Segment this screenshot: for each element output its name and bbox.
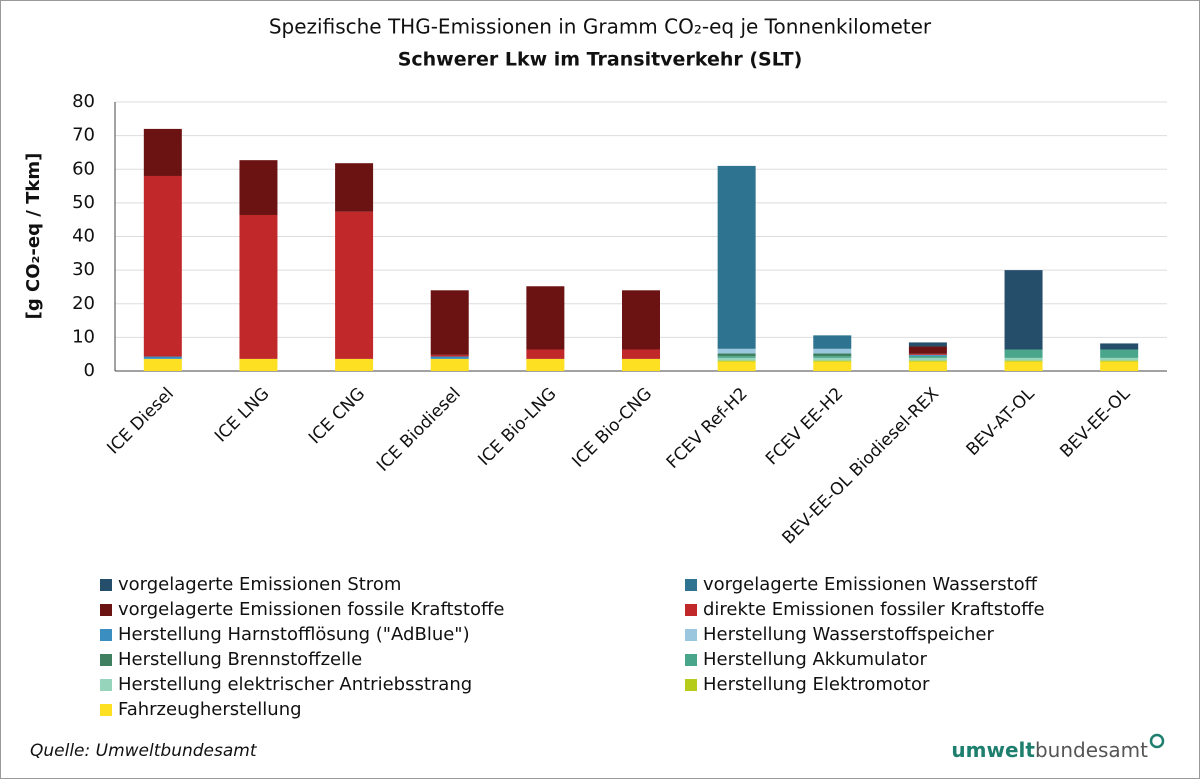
bar-segment — [908, 353, 947, 355]
chart-subtitle: Schwerer Lkw im Transitverkehr (SLT) — [398, 49, 803, 71]
legend-label: Herstellung Wasserstoffspeicher — [703, 624, 995, 645]
bar-segment — [813, 348, 852, 354]
chart-title: Spezifische THG-Emissionen in Gramm CO₂-… — [269, 15, 932, 39]
bar-segment — [1100, 349, 1139, 358]
bar-segment — [143, 128, 182, 176]
bar-segment — [717, 356, 756, 358]
legend-swatch — [100, 579, 112, 591]
legend-swatch — [685, 604, 697, 616]
legend-swatch — [100, 704, 112, 716]
y-tick-label: 40 — [72, 226, 95, 247]
legend-label: Herstellung Akkumulator — [703, 649, 928, 670]
bar-segment — [813, 335, 852, 349]
bar-segment — [622, 290, 660, 350]
bar-segment — [813, 353, 852, 357]
bar-segment — [526, 286, 565, 350]
y-tick-label: 60 — [72, 158, 95, 179]
logo-part: umwelt — [951, 738, 1035, 762]
logo-icon — [1149, 733, 1165, 749]
legend-label: Herstellung Elektromotor — [703, 674, 930, 695]
legend-swatch — [100, 679, 112, 691]
legend-swatch — [100, 604, 112, 616]
legend-swatch — [685, 579, 697, 591]
bar-segment — [1100, 357, 1139, 361]
legend-label: vorgelagerte Emissionen Wasserstoff — [703, 574, 1038, 595]
bar-segment — [1100, 361, 1139, 371]
bar-segment — [430, 354, 469, 357]
bar-segment — [526, 349, 565, 359]
bar-segment — [239, 160, 278, 215]
bar-segment — [813, 356, 852, 358]
bar-segment — [526, 358, 565, 371]
legend-label: Herstellung Harnstofflösung ("AdBlue") — [118, 624, 470, 645]
bar-segment — [1004, 360, 1043, 362]
bar-segment — [1100, 343, 1139, 350]
bar-segment — [335, 211, 374, 359]
bar-segment — [813, 357, 852, 361]
bar-segment — [239, 214, 278, 359]
bar-segment — [908, 342, 947, 347]
bar-segment — [908, 346, 947, 354]
y-tick-label: 80 — [72, 91, 95, 112]
bar-segment — [1004, 270, 1043, 350]
legend-label: vorgelagerte Emissionen Strom — [118, 574, 401, 595]
bar-segment — [717, 165, 756, 349]
bar-segment — [908, 361, 947, 371]
logo-part: bundesamt — [1035, 738, 1148, 762]
bar-segment — [1004, 361, 1043, 371]
bar-segment — [143, 175, 182, 357]
y-tick-label: 20 — [72, 293, 95, 314]
bar-segment — [1004, 349, 1043, 358]
legend-swatch — [100, 654, 112, 666]
y-tick-label: 70 — [72, 125, 95, 146]
bar-segment — [813, 361, 852, 371]
legend-label: Fahrzeugherstellung — [118, 699, 302, 720]
bar-segment — [717, 361, 756, 371]
bar-segment — [239, 358, 278, 371]
bar-segment — [335, 358, 374, 371]
legend-label: vorgelagerte Emissionen fossile Kraftsto… — [118, 599, 504, 620]
bar-segment — [622, 358, 660, 371]
bar-segment — [430, 358, 469, 371]
legend-swatch — [685, 629, 697, 641]
bar-segment — [335, 163, 374, 212]
source: Quelle: Umweltbundesamt — [30, 741, 258, 761]
bar-segment — [430, 356, 469, 359]
bar-segment — [143, 358, 182, 371]
legend-label: Herstellung elektrischer Antriebsstrang — [118, 674, 472, 695]
legend-label: direkte Emissionen fossiler Kraftstoffe — [703, 599, 1045, 620]
bar-segment — [717, 360, 756, 362]
y-tick-label: 10 — [72, 326, 95, 347]
bar-segment — [717, 353, 756, 357]
bar-segment — [1004, 357, 1043, 361]
bar-segment — [908, 354, 947, 356]
bar-segment — [622, 349, 660, 359]
legend-label: Herstellung Brennstoffzelle — [118, 649, 362, 670]
bar-segment — [430, 290, 469, 355]
y-axis-label: [g CO₂-eq / Tkm] — [23, 153, 44, 320]
bar-segment — [1100, 360, 1139, 362]
bar-segment — [908, 357, 947, 361]
bar-segment — [717, 348, 756, 354]
legend-swatch — [685, 679, 697, 691]
bar-segment — [908, 360, 947, 362]
bar-segment — [813, 360, 852, 362]
y-tick-label: 0 — [84, 360, 95, 381]
bar-segment — [908, 355, 947, 358]
y-tick-label: 30 — [72, 259, 95, 280]
bar-segment — [143, 356, 182, 359]
legend-swatch — [685, 654, 697, 666]
y-tick-label: 50 — [72, 192, 95, 213]
legend-swatch — [100, 629, 112, 641]
bar-segment — [717, 357, 756, 361]
logo: umweltbundesamt — [951, 738, 1148, 762]
